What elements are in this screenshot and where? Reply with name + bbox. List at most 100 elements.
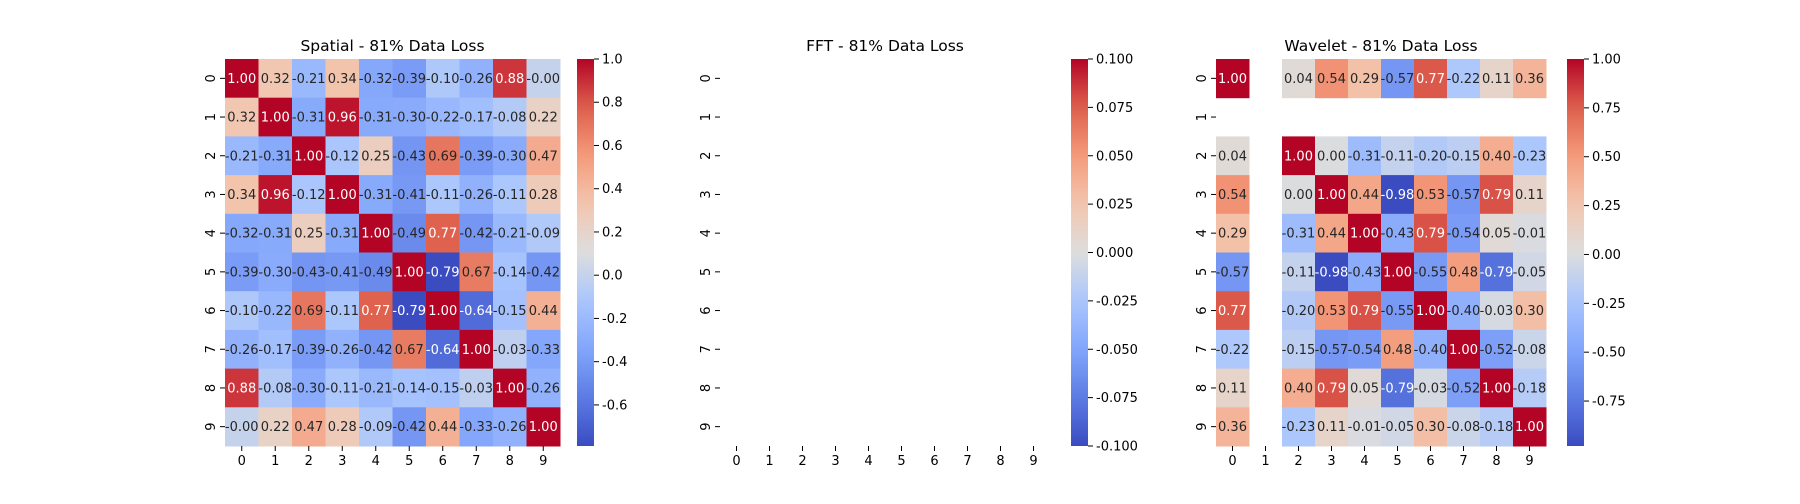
heatmap-cell <box>225 175 259 215</box>
cell-value-label: 0.32 <box>261 72 290 87</box>
heatmap-cell <box>1414 252 1448 292</box>
cell-value-label: -0.57 <box>1315 343 1349 358</box>
x-tick-label: 2 <box>798 454 806 469</box>
cell-value-label: 0.79 <box>1482 188 1511 203</box>
heatmap-cell <box>426 407 460 447</box>
heatmap-cell <box>392 252 427 292</box>
cell-value-label: -0.23 <box>1282 420 1316 435</box>
heatmap-cell <box>1348 252 1382 292</box>
colorbar <box>577 59 594 446</box>
cell-value-label: -0.21 <box>225 149 259 164</box>
heatmap-cell <box>359 97 393 137</box>
cell-value-label: 0.47 <box>294 420 323 435</box>
x-tick-label: 3 <box>831 454 839 469</box>
cell-value-label: -0.26 <box>493 420 527 435</box>
colorbar-tick-label: -0.100 <box>1096 440 1138 455</box>
cell-value-label: 1.00 <box>328 188 357 203</box>
cell-value-label: -0.26 <box>225 343 259 358</box>
heatmap-cell <box>1381 136 1415 176</box>
cell-value-label: 1.00 <box>294 149 323 164</box>
cell-value-label: -0.08 <box>493 111 527 126</box>
heatmap-cell <box>1315 252 1349 292</box>
y-tick-label: 1 <box>204 113 219 121</box>
cell-value-label: 1.00 <box>395 265 424 280</box>
heatmap-cell <box>459 407 494 447</box>
colorbar-tick-label: 0.0 <box>602 269 623 284</box>
cell-value-label: 1.00 <box>1449 343 1478 358</box>
heatmap-cell <box>459 213 494 253</box>
x-tick-label: 9 <box>1525 454 1533 469</box>
x-tick-label: 1 <box>271 454 279 469</box>
heatmap-cell <box>526 329 561 370</box>
heatmap-cell <box>325 213 360 253</box>
colorbar-tick-label: 0.050 <box>1096 149 1133 164</box>
colorbar <box>1071 59 1088 446</box>
x-tick-label: 3 <box>1327 454 1335 469</box>
heatmap-cell <box>1414 291 1448 331</box>
heatmap-cell <box>1381 329 1415 370</box>
colorbar-tick-label: 0.100 <box>1096 53 1133 68</box>
cell-value-label: 0.36 <box>1515 72 1544 87</box>
cell-value-label: 0.67 <box>395 343 424 358</box>
heatmap-cell <box>1315 368 1349 408</box>
colorbar-tick-label: 0.75 <box>1592 101 1621 116</box>
cell-value-label: 1.00 <box>428 304 457 319</box>
heatmap-cell <box>493 291 527 331</box>
cell-value-label: -0.55 <box>1381 304 1415 319</box>
heatmap-cell <box>258 368 293 408</box>
heatmap-cell <box>225 368 259 408</box>
cell-value-label: -0.18 <box>1513 381 1547 396</box>
cell-value-label: 1.00 <box>529 420 558 435</box>
y-tick-label: 6 <box>699 306 714 314</box>
heatmap-cell <box>1513 136 1547 176</box>
cell-value-label: 0.44 <box>428 420 457 435</box>
heatmap-cell <box>1414 136 1448 176</box>
cell-value-label: -0.08 <box>1447 420 1481 435</box>
y-tick-label: 1 <box>699 113 714 121</box>
cell-value-label: -0.43 <box>1381 227 1415 242</box>
heatmap-cell <box>258 252 293 292</box>
heatmap-cell <box>1480 252 1514 292</box>
x-tick-label: 1 <box>765 454 773 469</box>
y-tick-label: 2 <box>1195 152 1210 160</box>
x-tick-label: 5 <box>405 454 413 469</box>
y-tick-label: 4 <box>1195 229 1210 237</box>
heatmap-cell <box>1381 59 1415 99</box>
x-tick-label: 9 <box>1029 454 1037 469</box>
x-tick-label: 2 <box>305 454 313 469</box>
heatmap-cell <box>1348 59 1382 99</box>
heatmap-cell <box>1513 59 1547 99</box>
heatmap-cell <box>526 291 561 331</box>
heatmap-cell <box>1480 407 1514 447</box>
cell-value-label: -0.54 <box>1348 343 1382 358</box>
heatmap-cell <box>526 252 561 292</box>
colorbar-tick-label: -0.50 <box>1592 346 1626 361</box>
heatmap-cell <box>359 59 393 99</box>
y-tick-label: 3 <box>1195 190 1210 198</box>
heatmap-cell <box>258 291 293 331</box>
heatmap-cell <box>1315 175 1349 215</box>
cell-value-label: -0.42 <box>392 420 426 435</box>
cell-value-label: 0.36 <box>1218 420 1247 435</box>
x-tick-label: 8 <box>996 454 1004 469</box>
cell-value-label: -0.11 <box>325 381 359 396</box>
cell-value-label: 0.47 <box>529 149 558 164</box>
cell-value-label: 0.34 <box>227 188 256 203</box>
heatmap-cell <box>426 368 460 408</box>
heatmap-cell <box>1282 368 1316 408</box>
y-tick-label: 9 <box>204 423 219 431</box>
cell-value-label: -0.42 <box>459 227 493 242</box>
heatmap-cell <box>1216 213 1250 253</box>
y-tick-label: 0 <box>1195 74 1210 82</box>
cell-value-label: -0.05 <box>1513 265 1547 280</box>
heatmap-cell <box>426 252 460 292</box>
cell-value-label: 1.00 <box>361 227 390 242</box>
heatmap-cell <box>1282 291 1316 331</box>
cell-value-label: -0.11 <box>1282 265 1316 280</box>
colorbar-tick-label: -0.6 <box>602 398 627 413</box>
x-tick-label: 8 <box>506 454 514 469</box>
heatmap-cell <box>1414 175 1448 215</box>
